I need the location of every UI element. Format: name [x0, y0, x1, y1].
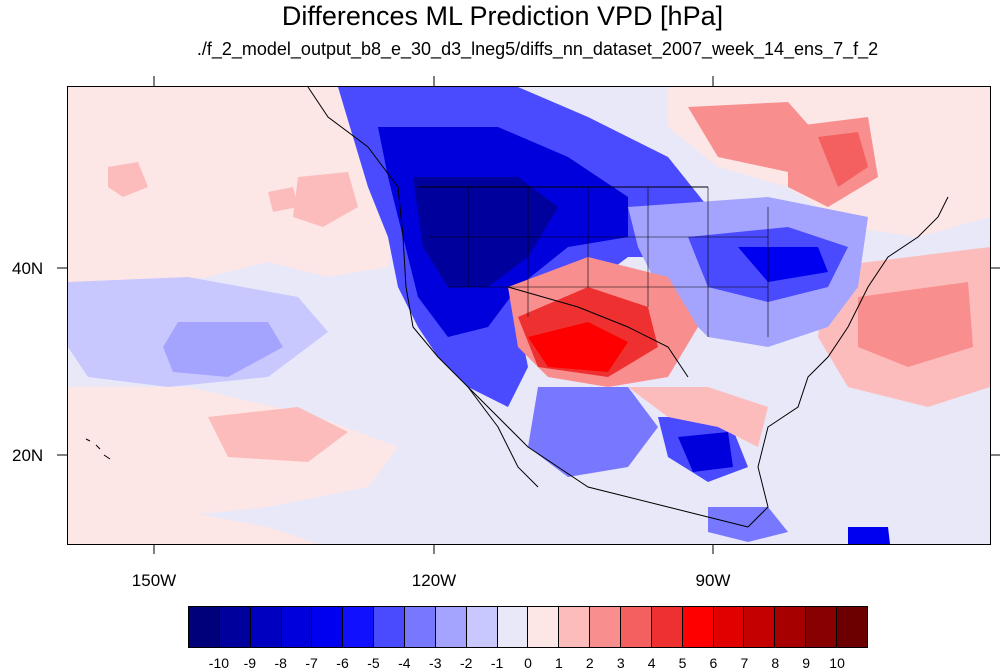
- colorbar-box: [713, 607, 745, 647]
- gulf-negative-core: [678, 432, 733, 472]
- atlantic-coastline: [747, 196, 949, 528]
- hawaii-outline: [85, 438, 111, 460]
- subtropical-positive-patch: [208, 407, 348, 462]
- page-subtitle: ./f_2_model_output_b8_e_30_d3_lneg5/diff…: [196, 39, 879, 59]
- colorbar-label: 5: [678, 655, 687, 671]
- colorbar-box: [281, 607, 313, 647]
- colorbar-box: [590, 607, 622, 647]
- colorbar-box: [374, 607, 406, 647]
- colorbar-label: 3: [616, 655, 625, 671]
- pacific-positive-patch: [268, 187, 298, 212]
- colorbar-label: -1: [490, 655, 504, 671]
- colorbar-box: [775, 607, 807, 647]
- western-us-negative-peak: [413, 177, 558, 287]
- pacific-positive-region: [68, 87, 398, 292]
- colorbar-box: [528, 607, 560, 647]
- colorbar-box: [651, 607, 683, 647]
- state-border-lines: [428, 187, 769, 337]
- colorbar: [188, 606, 868, 648]
- colorbar-label: -10: [208, 655, 230, 671]
- hawaii-islands: [85, 438, 111, 460]
- southern-positive-strip: [68, 512, 318, 544]
- colorbar-label: 7: [740, 655, 749, 671]
- colorbar-box: [559, 607, 591, 647]
- colorbar-box: [250, 607, 282, 647]
- colorbar-box: [435, 607, 467, 647]
- coastlines: [307, 87, 949, 528]
- pacific-negative-core: [163, 322, 283, 377]
- pacific-positive-patch: [108, 162, 148, 197]
- lon-label-150w: 150W: [131, 571, 177, 590]
- colorbar-box: [744, 607, 776, 647]
- atlantic-positive-core: [858, 282, 973, 367]
- lon-label-90w: 90W: [695, 571, 731, 590]
- colorbar-label: 4: [647, 655, 656, 671]
- colorbar-box: [806, 607, 838, 647]
- lat-label-40n: 40N: [12, 259, 44, 278]
- lon-label-120w: 120W: [411, 571, 457, 590]
- caribbean-negative-patch: [848, 527, 890, 544]
- colorbar-label: 2: [585, 655, 594, 671]
- colorbar-box: [405, 607, 436, 647]
- page-title: Differences ML Prediction VPD [hPa]: [281, 1, 724, 31]
- colorbar-label: -7: [305, 655, 318, 671]
- colorbar-label: -2: [459, 655, 473, 671]
- colorbar-box: [189, 607, 220, 647]
- colorbar-label: -8: [274, 655, 287, 671]
- mexico-negative-region: [528, 387, 658, 477]
- colorbar-label: 9: [802, 655, 811, 671]
- us-mexico-border: [507, 286, 689, 378]
- colorbar-box: [497, 607, 529, 647]
- colorbar-label: 10: [829, 655, 845, 671]
- baja-coastline: [467, 386, 539, 488]
- colorbar-label: -5: [367, 655, 380, 671]
- colorbar-box: [837, 607, 867, 647]
- colorbar-label: -9: [243, 655, 257, 671]
- state-borders: [428, 187, 769, 337]
- colorbar-label: -3: [429, 655, 442, 671]
- southwest-positive-peak: [528, 322, 628, 372]
- colorbar-box: [682, 607, 714, 647]
- vpd-difference-map: [68, 87, 990, 544]
- central-america-negative-patch: [708, 507, 788, 542]
- colorbar-label: 0: [524, 655, 532, 671]
- pacific-positive-patch: [293, 172, 358, 227]
- colorbar-label: 1: [555, 655, 563, 671]
- colorbar-box: [466, 607, 498, 647]
- colorbar-label: 6: [709, 655, 718, 671]
- eastern-us-negative-peak: [738, 247, 828, 282]
- map-panel: [67, 86, 991, 545]
- gulf-positive-region: [628, 387, 768, 447]
- colorbar-box: [219, 607, 251, 647]
- colorbar-box: [343, 607, 375, 647]
- colorbar-box: [312, 607, 344, 647]
- colorbar-box: [621, 607, 652, 647]
- atlantic-north-core: [818, 132, 868, 187]
- colorbar-label: 8: [771, 655, 780, 671]
- colorbar-label: -6: [336, 655, 349, 671]
- colorbar-label: -4: [398, 655, 411, 671]
- lat-label-20n: 20N: [12, 446, 44, 465]
